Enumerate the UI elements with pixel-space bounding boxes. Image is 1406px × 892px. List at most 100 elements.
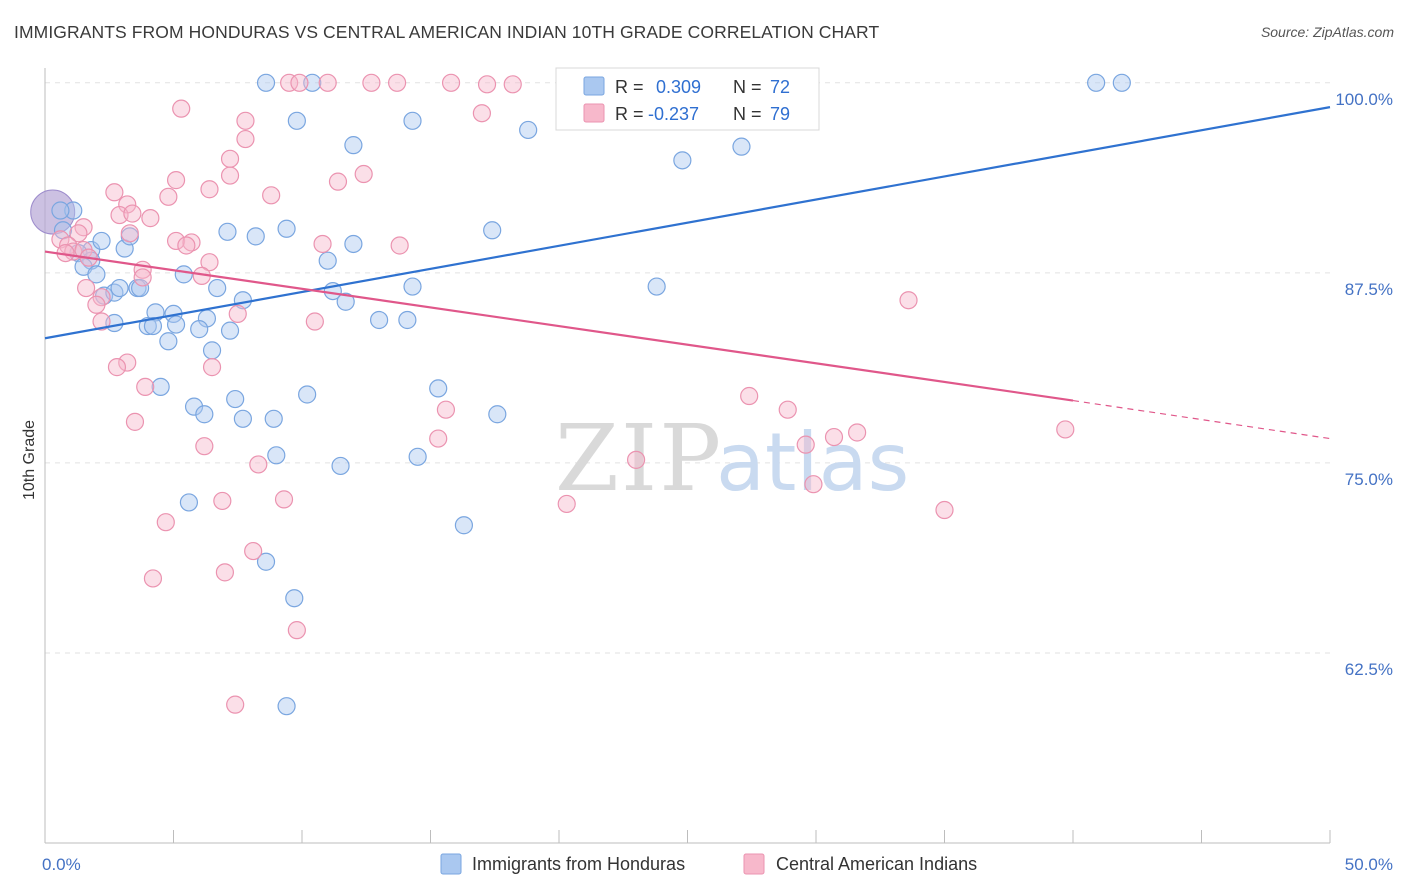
- point-pink-59: [195, 437, 214, 456]
- point-pink-56: [778, 400, 797, 419]
- point-pink-75: [287, 621, 306, 640]
- point-pink-6: [477, 75, 497, 94]
- point-pink-51: [107, 358, 127, 377]
- point-blue-61: [264, 409, 283, 428]
- legend-n-value-2: 79: [770, 104, 790, 124]
- point-blue-1: [303, 73, 322, 92]
- point-pink-58: [429, 429, 448, 448]
- point-blue-48: [190, 320, 209, 339]
- bottom-legend-swatch-blue: [440, 853, 462, 875]
- chart-title: IMMIGRANTS FROM HONDURAS VS CENTRAL AMER…: [14, 22, 880, 42]
- point-blue-8: [1087, 73, 1106, 92]
- point-pink-74: [215, 563, 234, 582]
- point-blue-23: [246, 227, 265, 246]
- point-blue-63: [267, 446, 286, 465]
- point-blue-50: [370, 310, 389, 330]
- point-pink-76: [226, 695, 245, 714]
- x-tick-label-1: 50.0%: [1345, 855, 1393, 874]
- point-pink-66: [804, 475, 823, 494]
- point-pink-38: [313, 234, 332, 254]
- point-pink-57: [125, 412, 145, 431]
- point-blue-67: [454, 516, 474, 535]
- point-blue-7: [732, 137, 751, 156]
- bottom-legend-swatch-pink: [743, 853, 765, 875]
- point-blue-52: [159, 332, 178, 351]
- point-blue-9: [1112, 73, 1131, 92]
- point-pink-49: [899, 291, 918, 310]
- big-point-0: [30, 189, 76, 235]
- legend-r-value-1: 0.309: [656, 77, 701, 97]
- point-pink-46: [92, 312, 111, 331]
- y-tick-label-2: 75.0%: [1345, 470, 1393, 489]
- point-blue-53: [202, 341, 222, 360]
- y-tick-label-3: 62.5%: [1345, 660, 1393, 679]
- point-pink-70: [156, 513, 175, 532]
- point-blue-56: [298, 385, 317, 404]
- y-tick-label-0: 100.0%: [1335, 90, 1393, 109]
- point-pink-20: [262, 186, 281, 205]
- point-pink-64: [626, 450, 646, 469]
- point-pink-12: [220, 149, 240, 168]
- point-blue-6: [673, 151, 692, 170]
- point-blue-0: [256, 73, 276, 92]
- point-blue-57: [226, 389, 245, 409]
- point-pink-39: [390, 236, 409, 255]
- point-blue-66: [179, 493, 199, 512]
- watermark: ZIP atlas: [555, 405, 909, 512]
- point-pink-36: [177, 236, 196, 255]
- point-blue-60: [233, 409, 252, 428]
- tick-labels: 100.0% 87.5% 75.0% 62.5% 0.0% 50.0%: [42, 90, 1393, 874]
- grid-lines: [45, 82, 1330, 654]
- point-pink-71: [935, 500, 954, 520]
- point-pink-7: [503, 75, 522, 94]
- point-pink-68: [557, 494, 576, 514]
- point-pink-55: [436, 400, 456, 419]
- point-blue-45: [143, 316, 163, 336]
- point-blue-58: [184, 397, 204, 416]
- x-tick-label-0: 0.0%: [42, 855, 81, 874]
- point-pink-2: [318, 73, 337, 92]
- point-blue-4: [344, 136, 363, 155]
- point-pink-11: [236, 129, 255, 149]
- point-blue-40: [647, 277, 666, 296]
- trend-line-honduras: [44, 106, 1331, 340]
- y-tick-label-1: 87.5%: [1345, 280, 1393, 299]
- legend-r-label-1: R =: [615, 77, 644, 97]
- point-blue-51: [398, 310, 417, 330]
- point-pink-47: [228, 304, 247, 324]
- point-pink-4: [387, 73, 407, 92]
- point-blue-12: [64, 201, 83, 220]
- point-pink-8: [472, 104, 491, 123]
- trend-line-central-american-indians-extension: [1072, 399, 1331, 440]
- point-blue-27: [318, 251, 337, 270]
- point-pink-37: [200, 253, 219, 272]
- point-pink-41: [133, 268, 152, 287]
- legend-swatch-blue: [583, 76, 605, 96]
- point-pink-62: [848, 423, 867, 442]
- legend-n-value-1: 72: [770, 77, 790, 97]
- point-blue-35: [208, 278, 227, 298]
- point-blue-24: [277, 219, 296, 238]
- point-pink-5: [441, 73, 461, 92]
- point-blue-25: [344, 234, 363, 254]
- watermark-atlas: atlas: [716, 416, 909, 509]
- point-pink-52: [202, 358, 222, 377]
- point-blue-13: [51, 201, 70, 220]
- point-blue-34: [130, 278, 150, 298]
- legend-n-label-2: N =: [733, 104, 762, 124]
- point-blue-32: [110, 278, 129, 298]
- point-pink-73: [143, 569, 163, 588]
- legend-swatch-pink: [583, 103, 605, 123]
- point-pink-50: [118, 353, 137, 372]
- trend-lines: [44, 106, 1331, 440]
- point-pink-67: [274, 490, 294, 509]
- point-blue-70: [277, 697, 296, 716]
- point-pink-48: [305, 312, 324, 331]
- source-label: Source: ZipAtlas.com: [1260, 24, 1394, 40]
- legend-box: R = 0.309 N = 72 R = -0.237 N = 79: [555, 67, 820, 131]
- point-pink-53: [136, 377, 155, 396]
- point-blue-2: [287, 111, 306, 130]
- point-pink-0: [280, 73, 299, 92]
- point-pink-72: [244, 541, 263, 561]
